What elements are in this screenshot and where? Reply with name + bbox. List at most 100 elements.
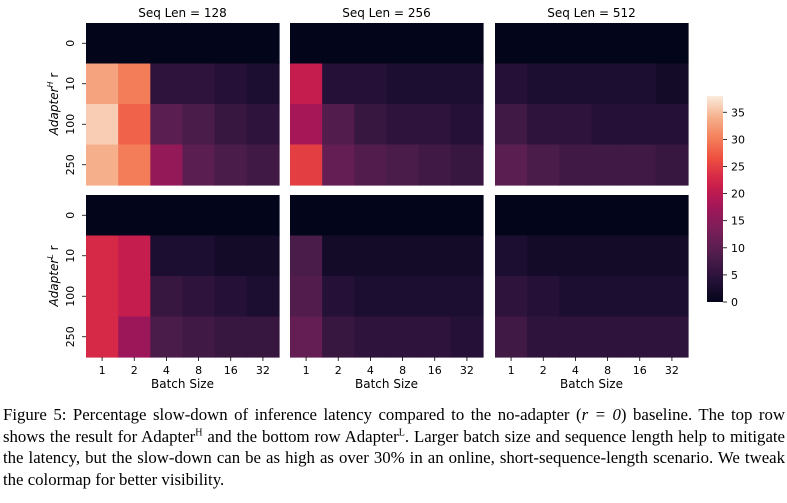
- heatmap-cell: [322, 23, 355, 64]
- heatmap-cell: [150, 195, 183, 236]
- x-tick-label: 2: [335, 364, 342, 377]
- x-tick-label: 16: [428, 364, 442, 377]
- heatmap-cell: [559, 64, 592, 105]
- heatmap-cell: [86, 236, 119, 277]
- heatmap-cell: [656, 317, 689, 358]
- heatmap-cell: [451, 276, 484, 317]
- heatmap-cell: [354, 195, 387, 236]
- heatmap-cell: [290, 195, 323, 236]
- heatmap-cell: [290, 236, 323, 277]
- heatmap-cell: [183, 145, 216, 186]
- x-tick-label: 32: [256, 364, 270, 377]
- x-tick-label: 4: [367, 364, 374, 377]
- heatmap-cell: [495, 236, 528, 277]
- heatmap-cell: [290, 104, 323, 145]
- heatmap-cell: [247, 64, 280, 105]
- heatmap-cell: [451, 236, 484, 277]
- heatmap-cell: [290, 145, 323, 186]
- colorbar-tick-label: 10: [731, 242, 745, 255]
- heatmap-cell: [354, 64, 387, 105]
- heatmap-cell: [592, 276, 625, 317]
- heatmap-cell: [215, 276, 248, 317]
- heatmap-cell: [290, 64, 323, 105]
- heatmap-cell: [215, 23, 248, 64]
- heatmap-cell: [322, 317, 355, 358]
- x-tick-label: 32: [665, 364, 679, 377]
- heatmap-cell: [419, 195, 452, 236]
- heatmap-cell: [419, 64, 452, 105]
- heatmap-cell: [419, 145, 452, 186]
- x-tick-label: 4: [163, 364, 170, 377]
- heatmap-cell: [559, 104, 592, 145]
- heatmap-cell: [247, 145, 280, 186]
- x-tick-label: 16: [224, 364, 238, 377]
- x-tick-label: 1: [99, 364, 106, 377]
- heatmap-cell: [354, 104, 387, 145]
- y-tick-label: 250: [64, 154, 77, 175]
- heatmap-cell: [656, 64, 689, 105]
- colorbar-tick-label: 25: [731, 160, 745, 173]
- y-tick-label: 250: [64, 326, 77, 347]
- heatmap-cell: [215, 236, 248, 277]
- heatmap-cell: [592, 317, 625, 358]
- heatmap-cell: [527, 64, 560, 105]
- heatmap-cell: [247, 276, 280, 317]
- caption-part1: Figure 5: Percentage slow-down of infere…: [3, 405, 582, 424]
- heatmap-cell: [86, 23, 119, 64]
- heatmap-cell: [183, 195, 216, 236]
- y-tick-label: 100: [64, 286, 77, 307]
- heatmap-panel: 1 2 4 8 16 32 Batch Size: [290, 195, 484, 391]
- heatmap-cell: [150, 276, 183, 317]
- heatmap-cell: [419, 317, 452, 358]
- heatmap-cell: [387, 23, 420, 64]
- heatmap-cell: [247, 236, 280, 277]
- heatmap-cell: [247, 195, 280, 236]
- heatmap-panel: 1 2 4 8 16 32 Batch Size: [495, 195, 689, 391]
- heatmap-cell: [387, 64, 420, 105]
- heatmap-cell: [322, 145, 355, 186]
- heatmap-cell: [451, 23, 484, 64]
- heatmap-cell: [247, 104, 280, 145]
- heatmap-cell: [559, 195, 592, 236]
- x-tick-label: 1: [508, 364, 515, 377]
- heatmap-cell: [656, 236, 689, 277]
- heatmap-cell: [150, 317, 183, 358]
- heatmap-cell: [86, 104, 119, 145]
- heatmap-cell: [451, 64, 484, 105]
- colorbar-tick-label: 5: [731, 269, 738, 282]
- heatmap-grid: Seq Len = 128 Seq Len = 256 Seq Len = 512 0…: [46, 6, 689, 391]
- heatmap-cell: [495, 276, 528, 317]
- heatmap-cell: [86, 64, 119, 105]
- y-label-base: Adapter: [47, 258, 61, 308]
- heatmap-cell: [290, 317, 323, 358]
- heatmap-cell: [387, 317, 420, 358]
- heatmap-cell: [354, 145, 387, 186]
- y-label-suffix: r: [47, 245, 61, 254]
- x-tick-label: 16: [633, 364, 647, 377]
- heatmap-cell: [118, 104, 151, 145]
- heatmap-cell: [592, 104, 625, 145]
- y-tick-label: 0: [64, 40, 77, 47]
- heatmap-cell: [656, 145, 689, 186]
- heatmap-cell: [118, 64, 151, 105]
- y-tick-label: 10: [64, 77, 77, 91]
- heatmap-cell: [354, 317, 387, 358]
- heatmap-cell: [86, 276, 119, 317]
- heatmap-cell: [322, 104, 355, 145]
- heatmap-cell: [215, 195, 248, 236]
- heatmap-cell: [247, 317, 280, 358]
- heatmap-cell: [495, 145, 528, 186]
- heatmap-cell: [656, 195, 689, 236]
- figure-caption: Figure 5: Percentage slow-down of infere…: [3, 404, 785, 490]
- heatmap-cell: [183, 236, 216, 277]
- heatmap-cell: [86, 317, 119, 358]
- heatmap-cell: [592, 195, 625, 236]
- heatmap-cell: [559, 276, 592, 317]
- x-axis-label: Batch Size: [355, 377, 418, 391]
- heatmap-cell: [247, 23, 280, 64]
- y-tick-label: 10: [64, 249, 77, 263]
- heatmap-cell: [495, 23, 528, 64]
- heatmap-cell: [592, 236, 625, 277]
- heatmap-cell: [354, 236, 387, 277]
- heatmap-cell: [451, 195, 484, 236]
